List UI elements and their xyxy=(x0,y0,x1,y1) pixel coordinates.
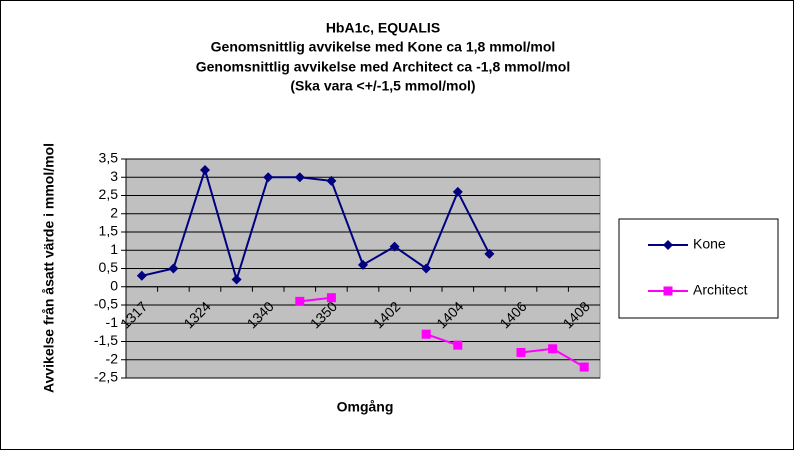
data-point xyxy=(548,344,558,354)
legend-label: Kone xyxy=(693,236,726,252)
y-tick-label: 0 xyxy=(110,277,118,293)
legend-marker xyxy=(663,240,673,250)
data-point xyxy=(358,259,368,270)
data-point xyxy=(136,270,147,281)
data-point xyxy=(295,296,305,306)
y-tick-label: 2 xyxy=(110,204,118,220)
data-point xyxy=(231,274,242,285)
data-point xyxy=(452,186,463,197)
y-tick-label: -2,5 xyxy=(94,369,118,385)
y-tick-label: -1,5 xyxy=(94,332,118,348)
legend xyxy=(618,218,779,319)
legend-marker xyxy=(663,286,673,296)
y-tick-label: 3 xyxy=(110,168,118,184)
chart-subtitle: Genomsnittlig avvikelse med Kone ca 1,8 … xyxy=(211,39,556,55)
data-point xyxy=(200,164,210,175)
data-point xyxy=(516,347,526,357)
y-tick-label: 1,5 xyxy=(99,223,119,239)
y-tick-label: 3,5 xyxy=(99,150,119,166)
data-point xyxy=(579,362,589,372)
legend-label: Architect xyxy=(693,282,748,298)
series-line xyxy=(141,166,491,283)
y-tick-label: 2,5 xyxy=(99,186,119,202)
data-point xyxy=(294,172,305,183)
y-tick-label: -2 xyxy=(106,350,119,366)
y-tick-label: -0,5 xyxy=(94,296,118,312)
data-point xyxy=(168,263,179,274)
data-point xyxy=(389,241,400,252)
data-point xyxy=(484,248,495,259)
y-tick-label: -1 xyxy=(106,314,119,330)
x-axis-label: Omgång xyxy=(337,399,394,415)
data-point xyxy=(421,329,431,339)
data-point xyxy=(326,175,337,186)
data-point xyxy=(263,172,274,183)
chart-title: HbA1c, EQUALIS xyxy=(326,20,440,36)
chart-subtitle: (Ska vara <+/-1,5 mmol/mol) xyxy=(290,78,475,94)
y-tick-label: 0,5 xyxy=(99,259,119,275)
data-point xyxy=(421,263,432,274)
data-point xyxy=(453,340,463,350)
y-axis-label: Avvikelse från åsatt värde i mmol/mol xyxy=(41,143,57,393)
y-tick-label: 1 xyxy=(110,241,118,257)
data-point xyxy=(326,293,336,303)
chart-subtitle: Genomsnittlig avvikelse med Architect ca… xyxy=(196,59,571,75)
